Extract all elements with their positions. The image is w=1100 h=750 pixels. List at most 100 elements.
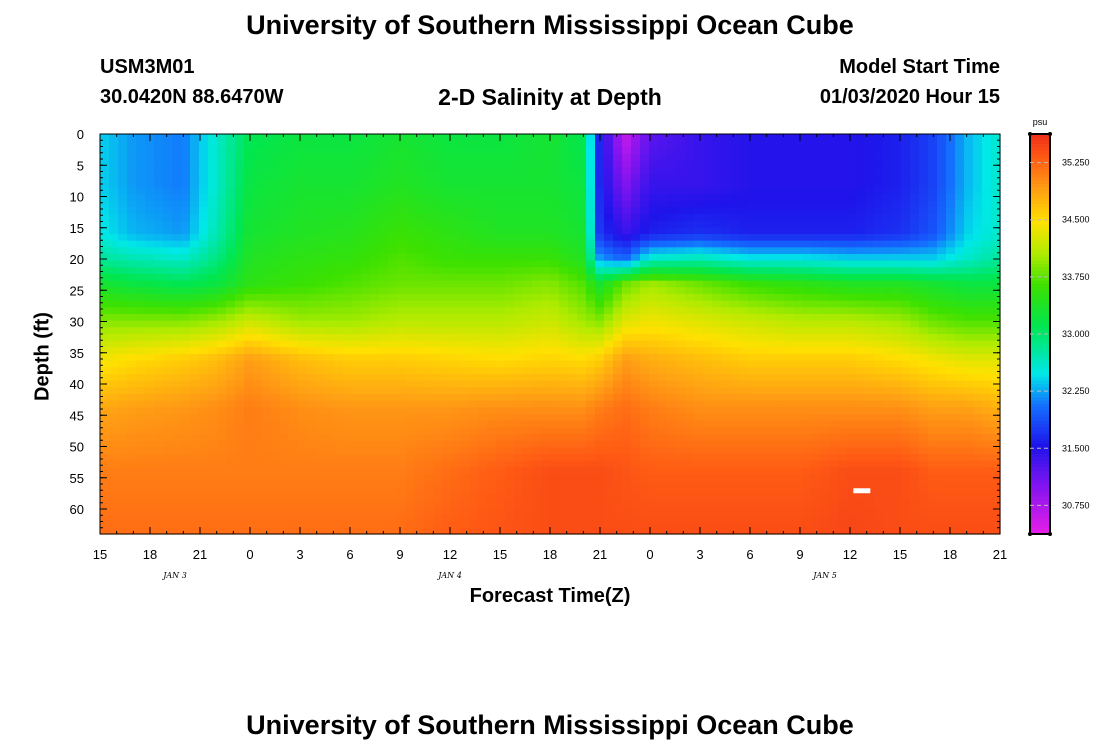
- heatmap-cell: [937, 380, 947, 388]
- heatmap-cell: [190, 134, 200, 142]
- heatmap-cell: [658, 327, 668, 335]
- heatmap-cell: [721, 320, 731, 328]
- heatmap-cell: [379, 187, 389, 195]
- heatmap-cell: [604, 407, 614, 415]
- heatmap-cell: [730, 140, 740, 148]
- heatmap-cell: [955, 394, 965, 402]
- heatmap-cell: [226, 427, 236, 435]
- heatmap-cell: [361, 227, 371, 235]
- heatmap-cell: [199, 340, 209, 348]
- heatmap-cell: [460, 320, 470, 328]
- heatmap-cell: [658, 267, 668, 275]
- heatmap-cell: [109, 234, 119, 242]
- heatmap-cell: [442, 440, 452, 448]
- heatmap-cell: [523, 240, 533, 248]
- heatmap-cell: [523, 380, 533, 388]
- heatmap-cell: [469, 267, 479, 275]
- heatmap-cell: [316, 214, 326, 222]
- heatmap-cell: [253, 320, 263, 328]
- heatmap-cell: [397, 287, 407, 295]
- heatmap-cell: [145, 327, 155, 335]
- heatmap-cell: [820, 200, 830, 208]
- heatmap-cell: [172, 154, 182, 162]
- heatmap-cell: [343, 300, 353, 308]
- heatmap-cell: [370, 360, 380, 368]
- heatmap-cell: [910, 380, 920, 388]
- heatmap-cell: [487, 247, 497, 255]
- heatmap-cell: [190, 334, 200, 342]
- heatmap-cell: [730, 220, 740, 228]
- heatmap-cell: [973, 300, 983, 308]
- heatmap-cell: [181, 354, 191, 362]
- heatmap-cell: [847, 334, 857, 342]
- heatmap-cell: [559, 180, 569, 188]
- heatmap-cell: [172, 440, 182, 448]
- heatmap-cell: [343, 220, 353, 228]
- heatmap-cell: [262, 240, 272, 248]
- heatmap-cell: [946, 380, 956, 388]
- heatmap-cell: [811, 300, 821, 308]
- heatmap-cell: [505, 420, 515, 428]
- heatmap-cell: [793, 294, 803, 302]
- heatmap-cell: [577, 420, 587, 428]
- heatmap-cell: [982, 427, 992, 435]
- heatmap-cell: [847, 440, 857, 448]
- heatmap-cell: [730, 454, 740, 462]
- heatmap-cell: [154, 154, 164, 162]
- heatmap-cell: [964, 227, 974, 235]
- heatmap-cell: [622, 234, 632, 242]
- heatmap-cell: [451, 360, 461, 368]
- heatmap-cell: [460, 314, 470, 322]
- heatmap-cell: [694, 260, 704, 268]
- heatmap-cell: [919, 354, 929, 362]
- heatmap-cell: [712, 387, 722, 395]
- heatmap-cell: [676, 360, 686, 368]
- heatmap-cell: [379, 214, 389, 222]
- heatmap-cell: [532, 407, 542, 415]
- heatmap-cell: [793, 320, 803, 328]
- heatmap-cell: [856, 287, 866, 295]
- heatmap-cell: [127, 407, 137, 415]
- heatmap-cell: [460, 347, 470, 355]
- heatmap-cell: [118, 320, 128, 328]
- heatmap-cell: [181, 440, 191, 448]
- heatmap-cell: [910, 260, 920, 268]
- heatmap-cell: [604, 274, 614, 282]
- heatmap-cell: [721, 227, 731, 235]
- heatmap-cell: [604, 307, 614, 315]
- heatmap-cell: [604, 187, 614, 195]
- heatmap-cell: [721, 434, 731, 442]
- heatmap-cell: [604, 207, 614, 215]
- heatmap-cell: [604, 180, 614, 188]
- heatmap-cell: [928, 134, 938, 142]
- heatmap-cell: [514, 314, 524, 322]
- heatmap-cell: [316, 367, 326, 375]
- heatmap-cell: [748, 194, 758, 202]
- heatmap-cell: [505, 387, 515, 395]
- heatmap-cell: [892, 160, 902, 168]
- heatmap-cell: [586, 234, 596, 242]
- heatmap-cell: [118, 387, 128, 395]
- heatmap-cell: [145, 254, 155, 262]
- heatmap-cell: [235, 140, 245, 148]
- heatmap-cell: [100, 414, 110, 422]
- heatmap-cell: [595, 174, 605, 182]
- heatmap-cell: [271, 354, 281, 362]
- heatmap-cell: [676, 194, 686, 202]
- heatmap-cell: [307, 347, 317, 355]
- heatmap-cell: [757, 247, 767, 255]
- heatmap-cell: [685, 434, 695, 442]
- heatmap-cell: [217, 234, 227, 242]
- heatmap-cell: [181, 420, 191, 428]
- heatmap-cell: [883, 227, 893, 235]
- heatmap-cell: [802, 300, 812, 308]
- heatmap-cell: [361, 134, 371, 142]
- heatmap-cell: [640, 447, 650, 455]
- heatmap-cell: [937, 340, 947, 348]
- heatmap-cell: [136, 360, 146, 368]
- heatmap-cell: [919, 174, 929, 182]
- heatmap-cell: [802, 207, 812, 215]
- heatmap-cell: [397, 134, 407, 142]
- heatmap-cell: [766, 167, 776, 175]
- heatmap-cell: [703, 394, 713, 402]
